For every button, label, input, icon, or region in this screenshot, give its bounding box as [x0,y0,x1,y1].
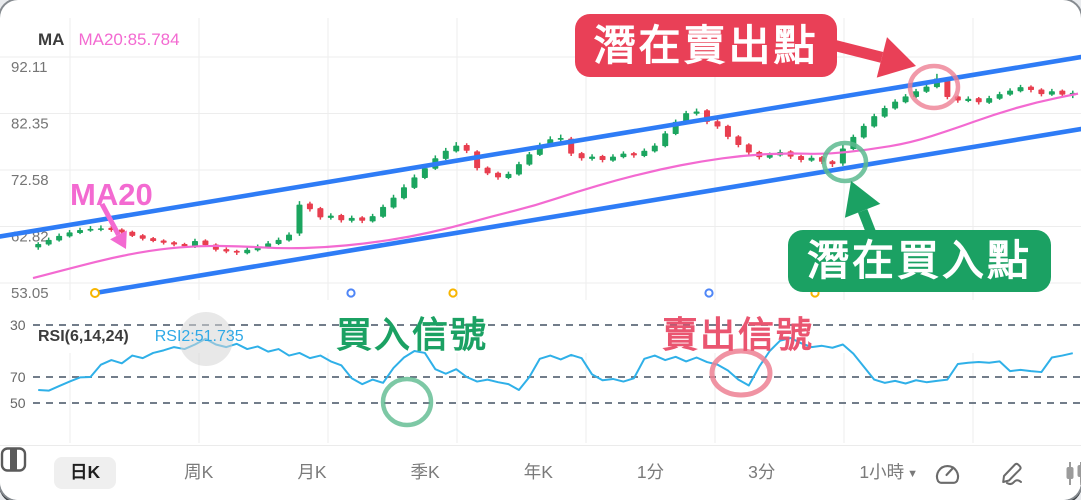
svg-text:30: 30 [10,317,26,333]
tab-1小時[interactable]: 1小時 ▼ [859,462,918,483]
tab-3分[interactable]: 3分 [748,462,776,483]
ma20-arrow-head [110,230,127,249]
ma20-value: MA20:85.784 [78,30,180,49]
buy-point-circle [821,140,869,184]
buy-signal-circle [380,376,434,428]
svg-text:92.11: 92.11 [11,59,47,76]
tab-1分[interactable]: 1分 [636,462,665,483]
sell-point-circle [907,63,961,111]
period-tabs: 日K 周K 月K 季K 年K 1分 3分 1小時 ▼ [54,457,934,489]
ma20-annotation-label: MA20 [70,177,153,212]
svg-text:70: 70 [10,369,26,385]
tab-季K[interactable]: 季K [410,462,440,483]
tab-年K[interactable]: 年K [523,462,553,483]
dropdown-caret-icon: ▼ [907,468,918,481]
annotation-layer [99,37,961,428]
ma20-arrow [99,202,121,237]
svg-text:82.35: 82.35 [11,116,49,133]
svg-text:72.58: 72.58 [11,172,49,189]
draw-pen-icon[interactable] [998,460,1025,487]
trend-channel [0,54,1081,298]
tab-周K[interactable]: 周K [184,462,214,483]
rsi-params-label: RSI(6,14,24) [38,328,129,345]
bottom-toolbar: 日K 周K 月K 季K 年K 1分 3分 1小時 ▼ [0,445,1081,500]
potential-buy-point-badge: 潛在買入點 [788,230,1051,292]
gauge-icon[interactable] [934,460,961,487]
ma20-line [32,92,1079,280]
rsi2-value: RSI2:51.735 [154,328,244,345]
svg-text:50: 50 [10,395,26,411]
sell-signal-circle [709,348,773,398]
candlestick-icon[interactable] [1062,460,1081,487]
tab-日K[interactable]: 日K [54,457,117,489]
rsi-header: RSI(6,14,24) RSI2:51.735 [38,328,244,346]
touch-indicator-circle [179,312,233,366]
sell-arrow [831,39,884,63]
split-view-icon[interactable] [0,446,27,473]
buy-signal-label: 買入信號 [336,314,489,355]
tab-月K[interactable]: 月K [297,462,327,483]
potential-sell-point-badge: 潛在賣出點 [575,14,837,77]
sell-arrow-head [876,37,916,78]
svg-text:53.05: 53.05 [11,285,49,302]
indicator-header: MA MA20:85.784 [38,30,180,50]
sell-signal-label: 賣出信號 [662,314,815,355]
toolbar-right-icons [934,460,1081,487]
buy-arrow-head [844,181,881,218]
ma-label: MA [38,30,65,49]
